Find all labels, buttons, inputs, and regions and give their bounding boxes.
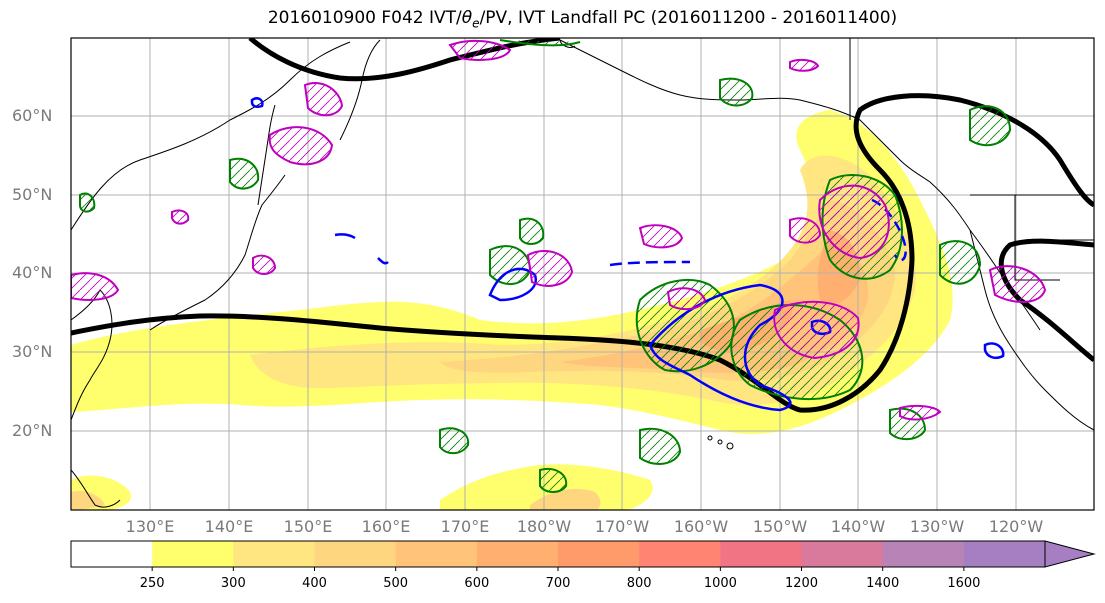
colorbar-tick-label: 250 [139,576,165,591]
colorbar-tick-label: 800 [626,576,652,591]
colorbar-tick-label: 700 [545,576,571,591]
lon-label-140e: 140°E [204,517,254,536]
pv-green-5 [969,105,1012,147]
colorbar-tick-label: 600 [464,576,490,591]
pv-blue-5 [250,97,264,109]
pv-blue-1 [648,283,792,412]
lat-label-50: 50°N [12,185,53,204]
pv-green-14 [79,192,96,213]
pv-blue-7 [609,260,691,267]
lon-label-170e: 170°E [440,517,490,536]
colorbar-cell [639,541,721,567]
lon-label-130w: 130°W [909,517,965,536]
pv-blue-3 [983,342,1005,359]
map-area [71,38,1094,510]
coast-japan [149,174,286,331]
pv-green-15 [539,468,568,493]
colorbar-extend-arrow [1044,540,1096,568]
pc-magenta-4 [268,126,334,166]
colorbar-tick-label: 1200 [784,576,819,591]
colorbar-tick-label: 1400 [866,576,900,591]
coastlines [71,38,1094,508]
lon-label-170w: 170°W [594,517,650,536]
pc-magenta-5 [526,250,574,287]
colorbar-cell [233,541,316,567]
pv-green-7 [639,427,682,465]
colorbar-cell [720,541,803,567]
pv-green-11 [519,217,545,245]
chart-title: 2016010900 F042 IVT/θe/PV, IVT Landfall … [267,8,898,31]
lat-label-60: 60°N [12,106,53,125]
ivt-patch-south2 [530,488,601,510]
pv-green-10 [719,77,754,107]
pv-blue-9 [377,257,389,265]
lon-label-140w: 140°W [830,517,886,536]
lon-label-120w: 120°W [988,517,1044,536]
hawaii-islands [707,435,734,450]
lat-label-20: 20°N [12,421,53,440]
pc-magenta-14 [252,254,277,275]
colorbar-tick-label: 300 [220,576,246,591]
colorbar-cell [801,541,884,567]
colorbar-cell [314,541,397,567]
lon-label-150e: 150°E [283,517,333,536]
gridlines [71,38,1094,510]
pc-magenta-6 [303,82,344,117]
colorbar-tick-label: 1000 [703,576,737,591]
pv-green-12 [439,427,470,455]
pc-magenta-15 [171,209,190,225]
colorbar-cell [152,541,234,567]
lon-label-160w: 160°W [673,517,729,536]
pc-magenta-7 [638,224,684,249]
pc-magenta-11 [789,217,822,244]
map-frame [70,37,1095,511]
coast-na-west [969,229,1094,431]
lat-label-40: 40°N [12,263,53,282]
colorbar-tick-label: 1600 [947,576,981,591]
colorbar [70,540,1096,571]
lon-label-180w: 180°W [516,517,572,536]
landfall-pc-contours [71,39,1047,421]
lon-label-160e: 160°E [361,517,411,536]
colorbar-tick-label: 500 [383,576,409,591]
pc-magenta-8 [71,272,120,301]
coast-alaska [559,39,1041,331]
coast-taiwan [71,469,121,508]
pv-green-4 [939,240,982,285]
pc-magenta-13 [789,58,820,72]
pc-magenta-3 [988,265,1047,303]
colorbar-cell [476,541,559,567]
coast-aleutians [559,39,576,48]
pc-magenta-10 [666,287,707,311]
colorbar-cell [71,541,153,567]
lon-label-150w: 150°W [752,517,808,536]
pv-green-9 [229,157,260,190]
pc-magenta-1 [818,184,890,260]
lat-label-30: 30°N [12,342,53,361]
pv-blue-6 [871,198,907,262]
pv-green-13 [499,39,581,47]
coast-sakhalin [257,104,276,206]
colorbar-tick-label: 400 [302,576,327,591]
colorbar-cell [963,541,1046,567]
pv-blue-8 [334,233,356,240]
colorbar-cell [395,541,478,567]
pc-magenta-2 [773,300,860,360]
lon-label-130e: 130°E [125,517,175,536]
colorbar-cell [882,541,965,567]
pc-magenta-9 [448,39,512,61]
pv-green-1 [635,279,735,373]
pc-magenta-12 [899,404,942,421]
theta-e-contour-south [71,93,1094,413]
colorbar-cell [558,541,640,567]
